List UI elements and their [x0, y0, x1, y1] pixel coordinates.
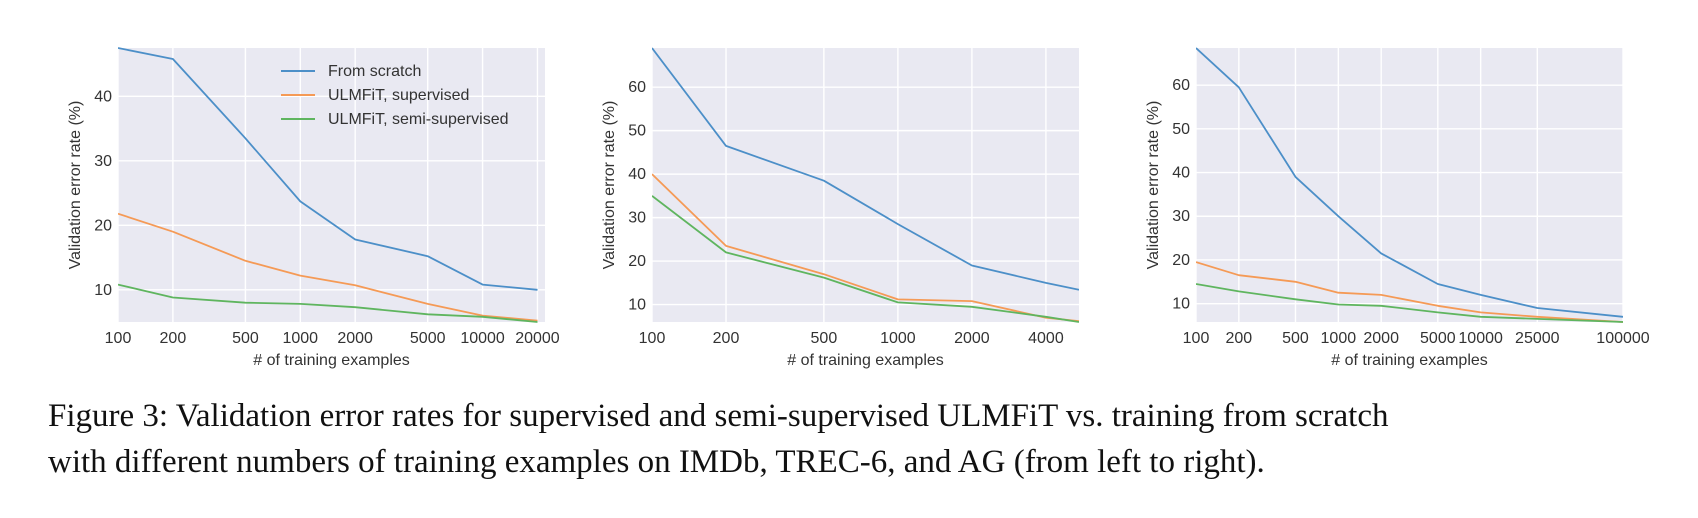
- y-axis-label: Validation error rate (%): [1145, 101, 1162, 270]
- series-line-ulmfit-supervised: [1196, 261, 1623, 323]
- figure-charts: 100 200 500 1000 2000 5000 10000 2000010203040#…: [67, 47, 1650, 369]
- x-tick-label: 1000: [1321, 330, 1357, 347]
- x-tick-label: 10000: [460, 330, 505, 347]
- series-line-ulmfit-semi-supervised: [118, 283, 538, 323]
- y-tick-label: 40: [1172, 165, 1190, 182]
- y-tick-label: 10: [1172, 296, 1190, 313]
- y-tick-label: 60: [628, 79, 646, 96]
- x-tick-label: 500: [1282, 330, 1309, 347]
- x-tick-label: 500: [232, 330, 259, 347]
- x-tick-label: 1000: [282, 330, 318, 347]
- x-tick-label: 2000: [1363, 330, 1399, 347]
- y-tick-label: 30: [1172, 208, 1190, 225]
- y-tick-label: 60: [1172, 77, 1190, 94]
- y-axis-label: Validation error rate (%): [67, 101, 84, 270]
- chart-panel-3: 100 200 500 1000 2000 5000 10000 25000 100000 10 2…: [1145, 47, 1650, 369]
- y-tick-label: 50: [628, 123, 646, 140]
- x-axis-label: # of training examples: [253, 352, 410, 369]
- y-tick-label: 50: [1172, 121, 1190, 138]
- plot-background: [652, 48, 1079, 322]
- x-tick-label: 5000: [1420, 330, 1456, 347]
- caption-line-1: Figure 3: Validation error rates for sup…: [48, 398, 1389, 434]
- legend-label-ulmfit-supervised: ULMFiT, supervised: [328, 87, 469, 104]
- series-line-ulmfit-semi-supervised: [652, 195, 1079, 323]
- x-tick-label: 4000: [1028, 330, 1064, 347]
- y-tick-label: 20: [94, 217, 112, 234]
- x-tick-label: 100: [105, 330, 132, 347]
- legend-label-ulmfit-semi-supervised: ULMFiT, semi-supervised: [328, 111, 508, 128]
- x-tick-label: 20000: [515, 330, 560, 347]
- x-tick-label: 25000: [1515, 330, 1560, 347]
- y-tick-label: 20: [1172, 252, 1190, 269]
- series-line-ulmfit-supervised: [118, 212, 538, 322]
- chart-panel-2: 100 200 500 1000 2000 4000 10 20 30 40 50 60 # of tr…: [601, 47, 1079, 369]
- y-tick-label: 40: [94, 88, 112, 105]
- plot-background: [118, 48, 545, 322]
- series-line-from-scratch: [652, 47, 1079, 291]
- x-tick-label: 100000: [1596, 330, 1649, 347]
- x-axis-label: # of training examples: [787, 352, 944, 369]
- x-tick-label: 200: [713, 330, 740, 347]
- y-tick-label: 10: [94, 282, 112, 299]
- x-tick-label: 2000: [337, 330, 373, 347]
- x-tick-label: 10000: [1458, 330, 1503, 347]
- x-tick-label: 1000: [880, 330, 916, 347]
- x-tick-label: 100: [1183, 330, 1210, 347]
- legend: From scratch ULMFiT, supervised ULMFiT, se…: [281, 63, 508, 128]
- x-tick-label: 2000: [954, 330, 990, 347]
- legend-label-from-scratch: From scratch: [328, 63, 421, 80]
- plot-background: [1196, 48, 1623, 322]
- y-tick-label: 30: [94, 153, 112, 170]
- y-tick-label: 10: [628, 297, 646, 314]
- x-axis-label: # of training examples: [1331, 352, 1488, 369]
- y-tick-label: 20: [628, 253, 646, 270]
- x-tick-label: 5000: [410, 330, 446, 347]
- y-tick-label: 30: [628, 210, 646, 227]
- x-tick-label: 200: [160, 330, 187, 347]
- series-line-from-scratch: [1196, 47, 1623, 318]
- caption-line-2: with different numbers of training examp…: [48, 444, 1265, 480]
- figure-caption: Figure 3: Validation error rates for sup…: [48, 393, 1658, 485]
- y-tick-label: 40: [628, 166, 646, 183]
- y-axis-label: Validation error rate (%): [601, 101, 618, 270]
- series-line-ulmfit-semi-supervised: [1196, 283, 1623, 323]
- chart-panel-1: 100 200 500 1000 2000 5000 10000 20000 10 20 30 40 #…: [67, 47, 560, 369]
- series-line-from-scratch: [118, 47, 538, 291]
- x-tick-label: 500: [811, 330, 838, 347]
- x-tick-label: 100: [639, 330, 666, 347]
- x-tick-label: 200: [1225, 330, 1252, 347]
